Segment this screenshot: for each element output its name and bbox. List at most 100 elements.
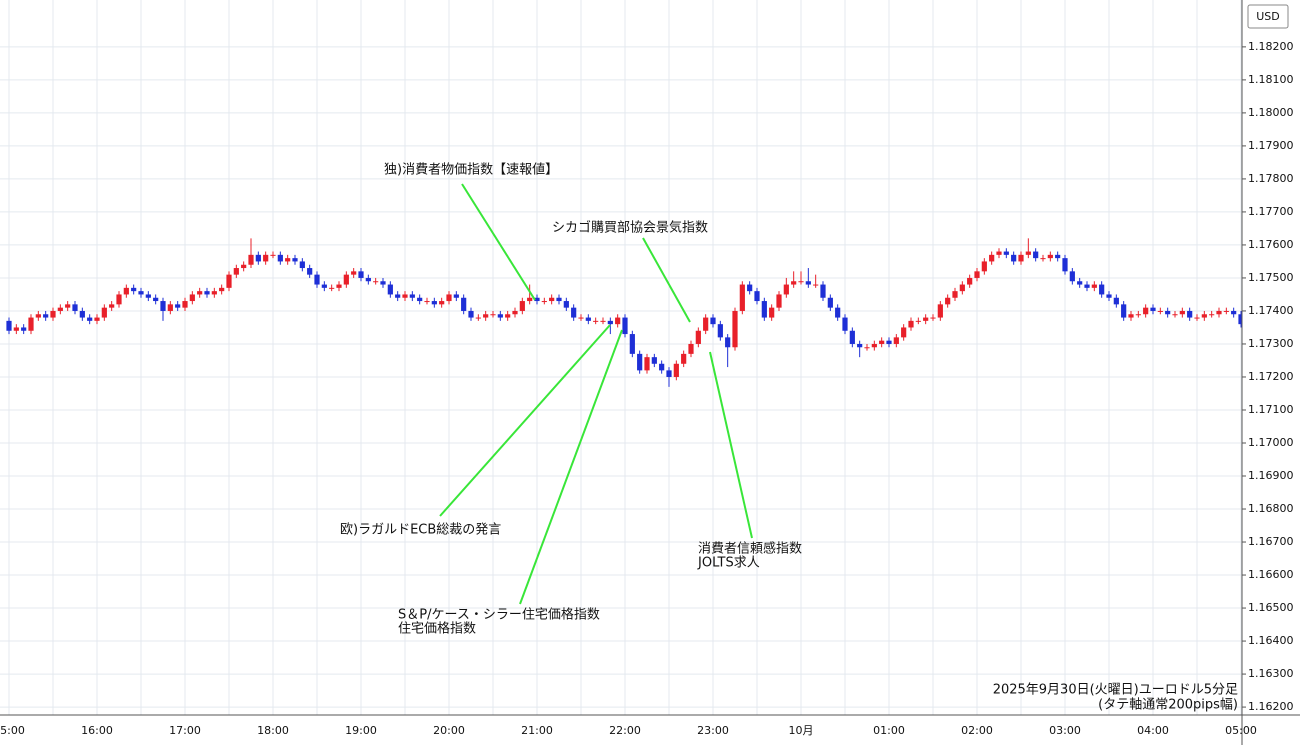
x-tick-label: 16:00 <box>81 724 113 737</box>
y-tick-label: 1.16400 <box>1248 634 1294 647</box>
candle-body <box>1033 251 1039 259</box>
y-tick-label: 1.16900 <box>1248 469 1294 482</box>
candle-body <box>226 274 232 288</box>
candle-body <box>211 291 217 295</box>
y-tick-label: 1.17500 <box>1248 271 1294 284</box>
candle-body <box>321 284 327 288</box>
candle-body <box>776 294 782 308</box>
candle-body <box>1003 251 1009 255</box>
candle-body <box>1187 310 1193 318</box>
candle-body <box>1143 307 1149 315</box>
candle-body <box>233 268 239 275</box>
annotation-text: 欧)ラガルドECB総裁の発言 <box>340 522 501 538</box>
candle-body <box>387 284 393 295</box>
candle-body <box>849 330 855 344</box>
candle-body <box>769 307 775 318</box>
candle-body <box>842 317 848 331</box>
y-tick-label: 1.18200 <box>1248 40 1294 53</box>
candle-body <box>468 310 474 318</box>
candle-body <box>886 340 892 344</box>
candle-body <box>967 277 973 285</box>
x-tick-label: 05:00 <box>1225 724 1257 737</box>
candle-body <box>475 317 481 319</box>
candle-body <box>101 307 107 318</box>
y-tick-label: 1.16600 <box>1248 568 1294 581</box>
candle-body <box>710 317 716 325</box>
candle-body <box>351 271 357 275</box>
currency: USD <box>1256 10 1280 23</box>
candle-body <box>1084 284 1090 288</box>
x-tick-label: 15:00 <box>0 724 25 737</box>
candle-body <box>446 294 452 302</box>
candle-body <box>688 343 694 354</box>
candle-body <box>893 337 899 344</box>
x-tick-label: 21:00 <box>521 724 553 737</box>
candle-body <box>1157 310 1163 312</box>
annotations: 独)消費者物価指数【速報値】シカゴ購買部協会景気指数欧)ラガルドECB総裁の発言… <box>340 162 802 637</box>
candle-body <box>725 337 731 348</box>
y-tick-label: 1.16800 <box>1248 502 1294 515</box>
candle-body <box>563 301 569 308</box>
y-tick-label: 1.17300 <box>1248 337 1294 350</box>
caption-note: (タテ軸通常200pips幅) <box>1098 698 1238 713</box>
candle-body <box>343 274 349 285</box>
y-tick-label: 1.16200 <box>1248 700 1294 713</box>
candle-body <box>505 314 511 318</box>
candle-body <box>593 320 599 322</box>
candle-body <box>666 370 672 377</box>
x-tick-label: 02:00 <box>961 724 993 737</box>
candle-body <box>453 294 459 298</box>
candle-body <box>87 317 93 321</box>
annotation-text: JOLTS求人 <box>697 556 760 571</box>
candle-body <box>461 297 467 311</box>
candle-body <box>160 301 166 311</box>
x-tick-label: 19:00 <box>345 724 377 737</box>
candle-body <box>622 317 628 335</box>
candle-body <box>959 284 965 292</box>
x-tick-label: 10月 <box>789 724 814 737</box>
candle-body <box>409 294 415 298</box>
candle-body <box>585 317 591 321</box>
candle-body <box>930 317 936 319</box>
candle-body <box>28 317 34 331</box>
annotation-text: 住宅価格指数 <box>398 621 476 637</box>
candle-body <box>336 284 342 288</box>
annotation-leader <box>461 183 536 301</box>
annotation-leader <box>642 237 691 323</box>
candle-body <box>695 330 701 344</box>
candle-body <box>871 343 877 348</box>
candle-body <box>1055 254 1061 259</box>
candle-body <box>204 291 210 295</box>
candle-body <box>248 254 254 265</box>
candle-body <box>864 347 870 349</box>
annotation-text: 消費者信頼感指数 <box>698 541 802 557</box>
candle-body <box>549 297 555 302</box>
candle-body <box>754 291 760 302</box>
candle-body <box>109 304 115 308</box>
candle-body <box>879 340 885 344</box>
x-axis-panel <box>0 715 1300 745</box>
candle-body <box>153 297 159 302</box>
candle-body <box>79 310 85 318</box>
candle-body <box>431 301 437 305</box>
annotation-text: シカゴ購買部協会景気指数 <box>552 220 708 236</box>
y-axis-panel <box>1242 0 1300 745</box>
candle-body <box>145 294 151 298</box>
candle-body <box>6 320 12 331</box>
candle-body <box>791 281 797 285</box>
candle-body <box>131 287 137 292</box>
candle-body <box>996 251 1002 255</box>
candle-body <box>989 254 995 262</box>
candle-body <box>798 281 804 283</box>
x-tick-label: 17:00 <box>169 724 201 737</box>
candle-body <box>13 327 19 331</box>
candle-body <box>1223 310 1229 312</box>
candle-body <box>571 307 577 318</box>
candle-body <box>857 343 863 348</box>
currency-box <box>1247 4 1289 29</box>
candle-body <box>739 284 745 311</box>
y-tick-label: 1.17900 <box>1248 139 1294 152</box>
candle-body <box>681 353 687 364</box>
candle-body <box>629 334 635 354</box>
candle-body <box>717 324 723 338</box>
